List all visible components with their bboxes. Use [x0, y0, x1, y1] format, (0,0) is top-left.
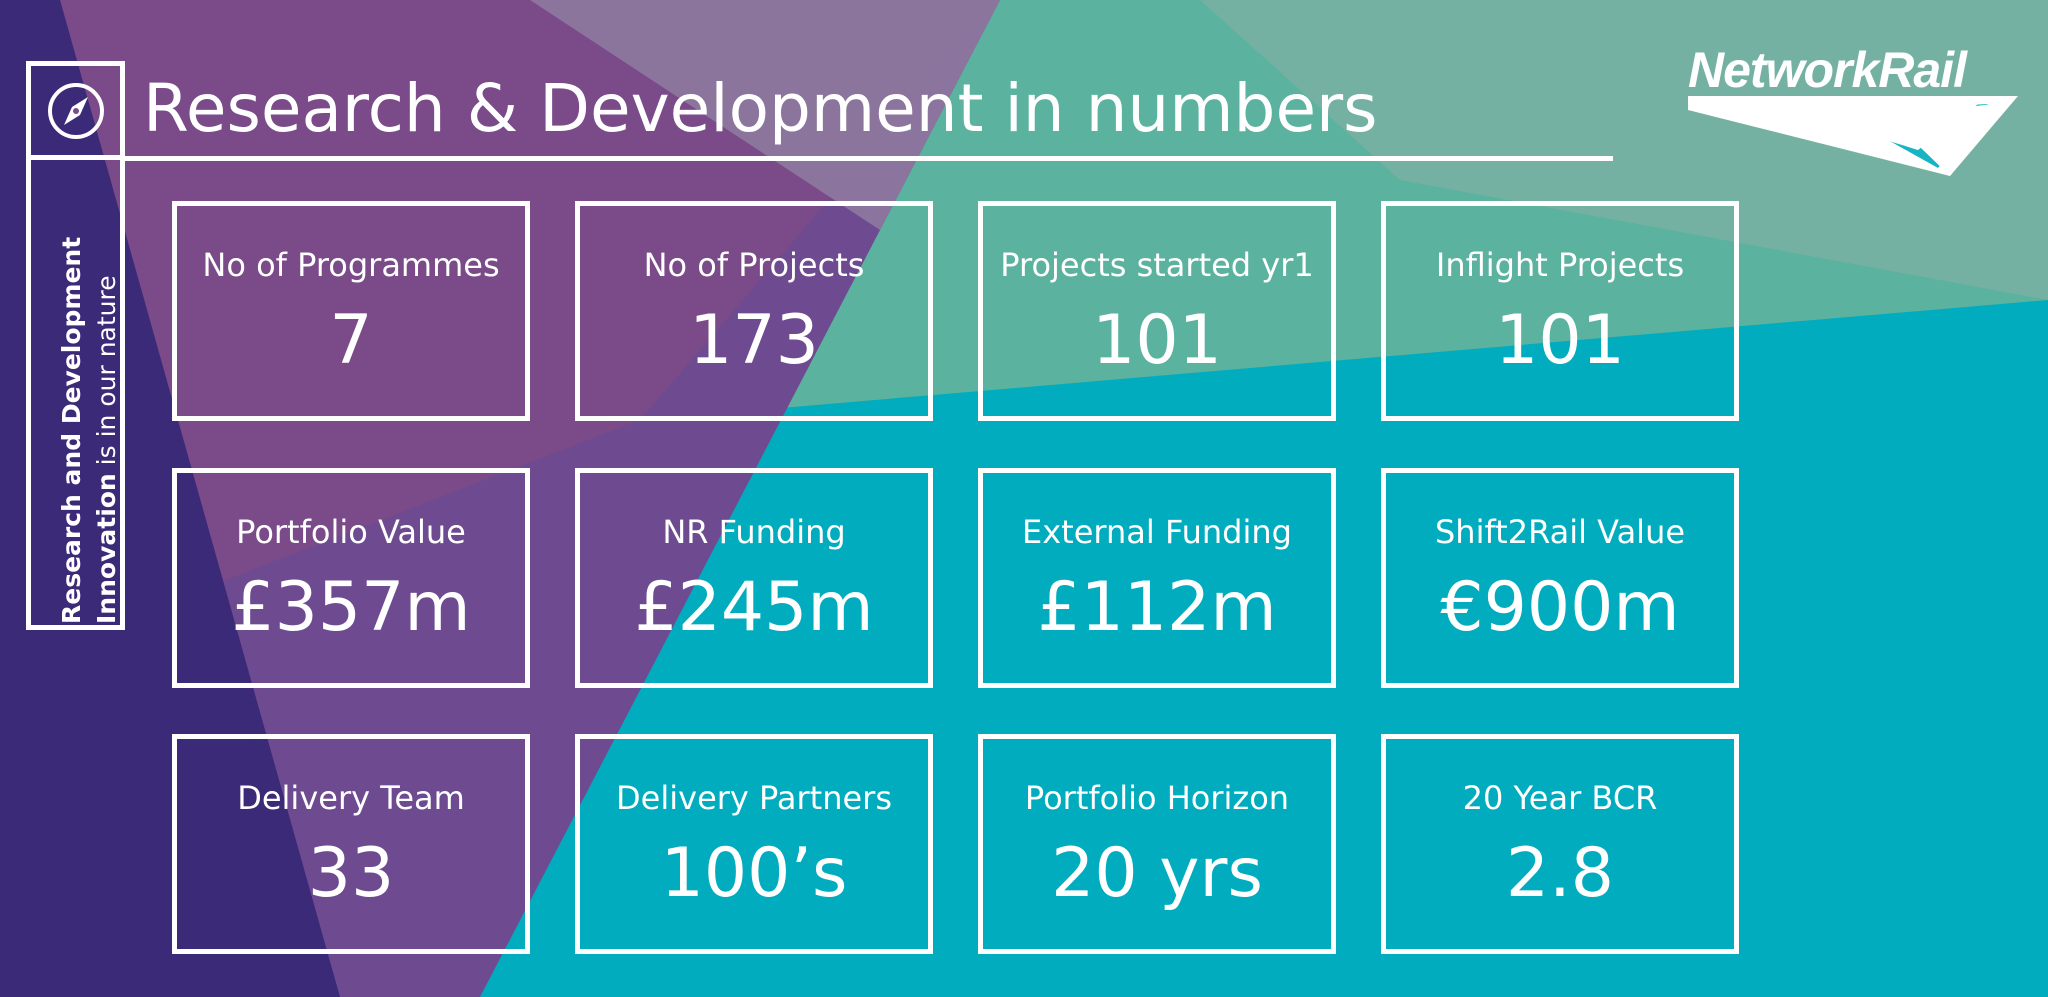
metric-value: 20 yrs — [1051, 834, 1263, 913]
metric-label: Shift2Rail Value — [1434, 513, 1686, 551]
metric-value: £357m — [231, 568, 471, 647]
metric-label: Delivery Partners — [616, 779, 892, 817]
metric-card: NR Funding £245m — [575, 468, 933, 688]
metric-label: No of Projects — [643, 246, 865, 284]
title-underline — [120, 156, 1613, 161]
metric-card: No of Programmes 7 — [172, 201, 530, 421]
side-tagline: Innovation is in our nature — [89, 159, 124, 624]
metric-card: Shift2Rail Value €900m — [1381, 468, 1739, 688]
metric-card: External Funding £112m — [978, 468, 1336, 688]
side-banner: Research and Development Innovation is i… — [26, 156, 125, 630]
metric-label: NR Funding — [662, 513, 846, 551]
side-tagline-bold: Innovation — [92, 473, 121, 624]
compass-icon — [48, 83, 104, 139]
metric-value: 100’s — [660, 834, 848, 913]
page-title: Research & Development in numbers — [143, 70, 1378, 147]
side-tagline-rest: is in our nature — [92, 275, 121, 474]
metric-label: Portfolio Value — [236, 513, 466, 551]
metric-card: Delivery Partners 100’s — [575, 734, 933, 954]
metric-label: Inflight Projects — [1435, 246, 1685, 284]
metric-card: 20 Year BCR 2.8 — [1381, 734, 1739, 954]
metric-value: £112m — [1037, 568, 1277, 647]
metric-label: Projects started yr1 — [1000, 246, 1314, 284]
metric-value: £245m — [634, 568, 874, 647]
metric-value: 173 — [689, 301, 819, 380]
metric-card: Portfolio Value £357m — [172, 468, 530, 688]
metric-label: External Funding — [1022, 513, 1292, 551]
metric-value: 101 — [1495, 301, 1625, 380]
metric-value: 101 — [1092, 301, 1222, 380]
metric-card: Delivery Team 33 — [172, 734, 530, 954]
logo-text: NetworkRail — [1688, 42, 1967, 98]
side-banner-text: Research and Development Innovation is i… — [54, 159, 121, 624]
logo-tracks-icon — [1688, 96, 2018, 176]
metric-card: No of Projects 173 — [575, 201, 933, 421]
metric-label: Portfolio Horizon — [1024, 779, 1290, 817]
metric-value: 2.8 — [1505, 834, 1615, 913]
metric-label: 20 Year BCR — [1462, 779, 1658, 817]
metric-label: Delivery Team — [237, 779, 465, 817]
metric-card: Inflight Projects 101 — [1381, 201, 1739, 421]
metric-value: €900m — [1440, 568, 1680, 647]
metric-value: 7 — [329, 301, 373, 380]
compass-badge — [26, 61, 125, 160]
side-title: Research and Development — [57, 236, 86, 624]
metric-value: 33 — [307, 834, 395, 913]
metric-card: Portfolio Horizon 20 yrs — [978, 734, 1336, 954]
network-rail-logo: NetworkRail — [1688, 42, 2018, 176]
metric-label: No of Programmes — [202, 246, 500, 284]
metric-card: Projects started yr1 101 — [978, 201, 1336, 421]
